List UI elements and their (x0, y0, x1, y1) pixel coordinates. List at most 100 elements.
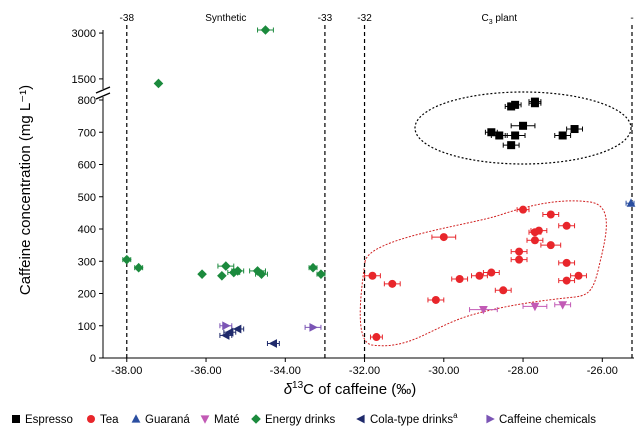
tea-point (499, 286, 508, 295)
espresso-point (511, 131, 520, 140)
caffeine-chemicals-point (309, 322, 318, 332)
y-tick-label: 800 (78, 95, 96, 107)
energy-drinks-point (121, 254, 132, 265)
legend-label-mat: Maté (214, 414, 240, 426)
reference-line-label: -38 (120, 13, 135, 24)
x-axis-title-sup: 13 (292, 380, 304, 391)
legend-marker-cola-type-drinks (356, 414, 365, 424)
legend-label-guaran: Guaraná (145, 414, 190, 426)
energy-drinks-point (252, 266, 263, 276)
energy-drinks-point (221, 261, 231, 271)
cluster-enclosures (359, 91, 632, 347)
x-tick-label: -26.00 (587, 365, 618, 377)
legend-marker-tea (87, 415, 95, 423)
energy-drinks-point (260, 25, 271, 35)
tea-point (372, 333, 381, 342)
tea-point (475, 271, 484, 280)
x-tick-label: -28.00 (507, 365, 538, 377)
legend-marker-mat (200, 415, 210, 424)
legend-label-caffeine-chemicals: Caffeine chemicals (499, 414, 596, 426)
caffeine-chemicals-point (222, 321, 231, 331)
y-tick-label: 3000 (72, 28, 96, 40)
reference-line-label: -32 (357, 13, 372, 24)
x-axis-title-rest: C of caffeine (‰) (303, 381, 416, 398)
tea-point (530, 228, 539, 237)
y-tick-label: 700 (78, 127, 96, 139)
y-tick-label: 200 (78, 289, 96, 301)
legend-marker-guaran (131, 414, 141, 423)
y-tick-label: 500 (78, 192, 96, 204)
espresso-point (519, 121, 528, 130)
legend-label-cola-type-drinks: Cola-type drinksa (370, 411, 458, 426)
y-tick-label: 1500 (72, 74, 96, 86)
legend: Espresso Tea Guaraná Maté Energy drinks Cola-… (12, 411, 596, 426)
y-tick-label: 600 (78, 160, 96, 172)
tea-point (515, 247, 524, 256)
legend-marker-espresso (12, 415, 20, 423)
energy-drinks-point (217, 270, 227, 281)
reference-lines: -38 -33 -32 - (120, 13, 634, 358)
mat-point (530, 302, 540, 312)
legend-label-tea: Tea (100, 414, 119, 426)
reference-line-label: -33 (318, 13, 333, 24)
espresso-point (570, 125, 579, 134)
y-tick-label: 0 (90, 353, 96, 365)
energy-drinks-point (308, 262, 318, 273)
x-tick-label: -38.00 (111, 365, 142, 377)
tea-point (455, 274, 464, 283)
tea-point (388, 279, 397, 288)
tea-point (546, 241, 555, 250)
y-tick-label: 100 (78, 321, 96, 333)
y-axis-break-mark-2 (95, 92, 111, 100)
tea-point (431, 295, 440, 304)
error-bars (122, 27, 635, 346)
x-axis-title: δ13C of caffeine (‰) (284, 380, 417, 398)
x-tick-label: -32.00 (349, 365, 380, 377)
cola-type-drinks-point (232, 324, 242, 334)
tea-point (515, 255, 524, 264)
energy-drinks-point (228, 267, 239, 278)
guaran-point (626, 198, 636, 207)
energy-drinks-point (316, 269, 326, 279)
mat-point (479, 306, 488, 315)
energy-drinks-point (153, 78, 164, 89)
axes: -38.00 -36.00 -34.00 -32.00 -30.00 -28.00 -26.… (72, 28, 634, 377)
tea-point (562, 221, 571, 230)
tea-point (546, 210, 555, 219)
tea-point (574, 271, 583, 280)
energy-drinks-point (133, 262, 144, 273)
tea-point (530, 236, 539, 245)
x-axis-title-delta: δ (284, 381, 293, 398)
y-tick-label: 300 (78, 256, 96, 268)
tea-point (368, 271, 377, 280)
y-tick-label: 400 (78, 224, 96, 236)
energy-drinks-point (256, 269, 267, 279)
region-label: C3 plant (481, 13, 517, 26)
cola-type-drinks-point (221, 331, 230, 340)
tea-point (439, 233, 448, 242)
legend-label-energy-drinks: Energy drinks (265, 414, 336, 426)
espresso-point (558, 131, 567, 140)
reference-line-label: - (630, 13, 633, 24)
x-tick-label: -34.00 (270, 365, 301, 377)
espresso-point (511, 100, 520, 109)
x-tick-label: -36.00 (190, 365, 221, 377)
espresso-cluster-ellipse (414, 91, 632, 165)
region-label: Synthetic (205, 13, 246, 24)
espresso-point (507, 141, 516, 150)
region-labels: Synthetic C3 plant (205, 13, 517, 26)
cola-type-drinks-point (268, 339, 277, 348)
tea-point (562, 276, 571, 285)
energy-drinks-point (197, 269, 207, 279)
espresso-point (487, 128, 496, 137)
x-tick-label: -30.00 (428, 365, 459, 377)
tea-point (519, 205, 528, 214)
mat-point (558, 301, 568, 310)
tea-point (487, 268, 496, 277)
y-axis-break-mark-1 (95, 86, 111, 94)
legend-label-espresso: Espresso (25, 414, 73, 426)
espresso-point (495, 131, 504, 140)
data-markers (121, 25, 636, 348)
legend-marker-caffeine-chemicals (486, 414, 495, 424)
